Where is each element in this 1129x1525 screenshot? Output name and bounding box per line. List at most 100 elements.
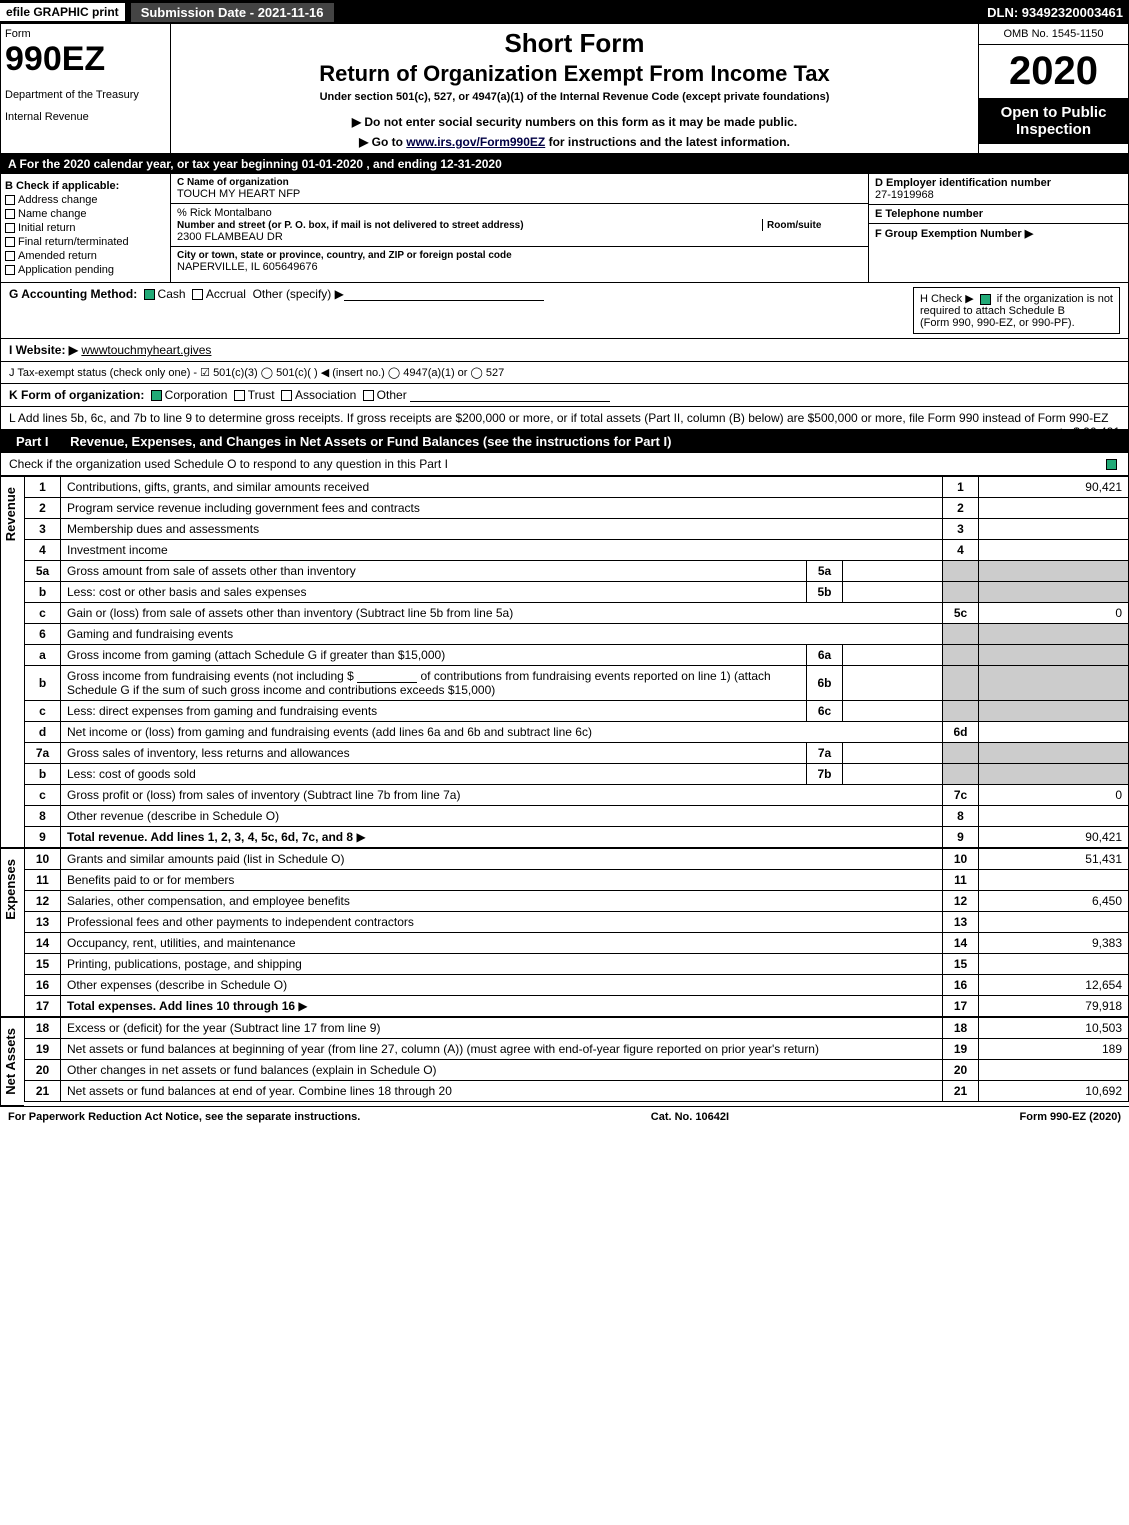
table-row: 12Salaries, other compensation, and empl…: [25, 891, 1129, 912]
title-return: Return of Organization Exempt From Incom…: [181, 61, 968, 87]
lbl-initial-return: Initial return: [18, 222, 75, 234]
part1-header: Part I Revenue, Expenses, and Changes in…: [0, 430, 1129, 453]
dept-treasury: Department of the Treasury: [5, 89, 166, 101]
form-number: 990EZ: [5, 40, 166, 79]
h-pre: H Check ▶: [920, 293, 977, 305]
h-line3: (Form 990, 990-EZ, or 990-PF).: [920, 317, 1075, 329]
dept-irs: Internal Revenue: [5, 111, 166, 123]
chk-other-org[interactable]: [363, 390, 374, 401]
expenses-label: Expenses: [1, 849, 20, 930]
table-row: 15Printing, publications, postage, and s…: [25, 954, 1129, 975]
lbl-corporation: Corporation: [165, 388, 228, 402]
table-row: 9Total revenue. Add lines 1, 2, 3, 4, 5c…: [25, 827, 1129, 848]
chk-application-pending[interactable]: [5, 265, 15, 275]
line-i: I Website: ▶ wwwtouchmyheart.gives: [0, 339, 1129, 362]
f-label: F Group Exemption Number ▶: [875, 228, 1033, 240]
chk-schedule-o[interactable]: [1106, 459, 1117, 470]
chk-corporation[interactable]: [151, 390, 162, 401]
note-ssn: ▶ Do not enter social security numbers o…: [181, 115, 968, 129]
ein-value: 27-1919968: [875, 189, 1122, 201]
city-label: City or town, state or province, country…: [177, 250, 862, 261]
chk-initial-return[interactable]: [5, 223, 15, 233]
expenses-vlabel: Expenses: [0, 848, 24, 1017]
table-row: 3Membership dues and assessments3: [25, 519, 1129, 540]
box-b-title: B Check if applicable:: [5, 180, 119, 192]
dln-label: DLN: 93492320003461: [987, 5, 1129, 20]
note2-pre: ▶ Go to: [359, 135, 406, 149]
lbl-other-specify: Other (specify) ▶: [253, 287, 344, 301]
table-row: aGross income from gaming (attach Schedu…: [25, 645, 1129, 666]
table-row: 7aGross sales of inventory, less returns…: [25, 743, 1129, 764]
chk-name-change[interactable]: [5, 209, 15, 219]
chk-h[interactable]: [980, 294, 991, 305]
footer-right: Form 990-EZ (2020): [1020, 1111, 1121, 1123]
table-row: 14Occupancy, rent, utilities, and mainte…: [25, 933, 1129, 954]
i-label: I Website: ▶: [9, 343, 78, 357]
table-row: 8Other revenue (describe in Schedule O)8: [25, 806, 1129, 827]
lbl-accrual: Accrual: [206, 287, 246, 301]
lbl-address-change: Address change: [18, 194, 98, 206]
box-def: D Employer identification number 27-1919…: [868, 174, 1128, 282]
table-row: cLess: direct expenses from gaming and f…: [25, 701, 1129, 722]
revenue-vlabel: Revenue: [0, 476, 24, 848]
org-name: TOUCH MY HEART NFP: [177, 188, 862, 200]
care-of: % Rick Montalbano: [177, 207, 862, 219]
other-org-input[interactable]: [410, 388, 610, 402]
city-state-zip: NAPERVILLE, IL 605649676: [177, 261, 862, 273]
chk-trust[interactable]: [234, 390, 245, 401]
street-label: Number and street (or P. O. box, if mail…: [177, 220, 524, 231]
table-row: 10Grants and similar amounts paid (list …: [25, 849, 1129, 870]
table-row: 13Professional fees and other payments t…: [25, 912, 1129, 933]
part1-sub: Check if the organization used Schedule …: [0, 453, 1129, 476]
irs-link[interactable]: www.irs.gov/Form990EZ: [406, 135, 545, 149]
e-label: E Telephone number: [875, 208, 983, 220]
chk-cash[interactable]: [144, 289, 155, 300]
table-row: 18Excess or (deficit) for the year (Subt…: [25, 1018, 1129, 1039]
part1-title: Revenue, Expenses, and Changes in Net As…: [70, 434, 671, 449]
revenue-label: Revenue: [1, 477, 20, 551]
line-k: K Form of organization: Corporation Trus…: [0, 384, 1129, 407]
website-value[interactable]: wwwtouchmyheart.gives: [81, 343, 211, 357]
form-label: Form: [5, 28, 166, 40]
efile-label[interactable]: efile GRAPHIC print: [0, 3, 125, 21]
box-c: C Name of organization TOUCH MY HEART NF…: [171, 174, 868, 282]
table-row: 6Gaming and fundraising events: [25, 624, 1129, 645]
chk-association[interactable]: [281, 390, 292, 401]
netassets-vlabel: Net Assets: [0, 1017, 24, 1106]
k-label: K Form of organization:: [9, 388, 144, 402]
expenses-table: 10Grants and similar amounts paid (list …: [24, 848, 1129, 1017]
part1-label: Part I: [8, 432, 57, 451]
lbl-final-return: Final return/terminated: [18, 236, 129, 248]
table-row: 2Program service revenue including gover…: [25, 498, 1129, 519]
table-row: 1Contributions, gifts, grants, and simil…: [25, 477, 1129, 498]
table-row: 11Benefits paid to or for members11: [25, 870, 1129, 891]
6b-amount-input[interactable]: [357, 669, 417, 683]
header-center: Short Form Return of Organization Exempt…: [171, 24, 978, 153]
h-box: H Check ▶ if the organization is not req…: [913, 287, 1120, 334]
chk-address-change[interactable]: [5, 195, 15, 205]
lbl-application-pending: Application pending: [18, 264, 114, 276]
table-row: 4Investment income4: [25, 540, 1129, 561]
chk-final-return[interactable]: [5, 237, 15, 247]
omb-number: OMB No. 1545-1150: [979, 24, 1128, 45]
street-address: 2300 FLAMBEAU DR: [177, 231, 862, 243]
submission-date: Submission Date - 2021-11-16: [131, 3, 334, 22]
table-row: 16Other expenses (describe in Schedule O…: [25, 975, 1129, 996]
lbl-other-org: Other: [377, 388, 407, 402]
other-specify-input[interactable]: [344, 287, 544, 301]
d-label: D Employer identification number: [875, 177, 1051, 189]
info-block: B Check if applicable: Address change Na…: [0, 174, 1129, 283]
chk-accrual[interactable]: [192, 289, 203, 300]
table-row: cGain or (loss) from sale of assets othe…: [25, 603, 1129, 624]
lbl-name-change: Name change: [18, 208, 87, 220]
table-row: dNet income or (loss) from gaming and fu…: [25, 722, 1129, 743]
header-left: Form 990EZ Department of the Treasury In…: [1, 24, 171, 153]
c-name-label: C Name of organization: [177, 177, 862, 188]
footer-left: For Paperwork Reduction Act Notice, see …: [8, 1111, 360, 1123]
expenses-section: Expenses 10Grants and similar amounts pa…: [0, 848, 1129, 1017]
revenue-table: 1Contributions, gifts, grants, and simil…: [24, 476, 1129, 848]
l-amount: ▶ $ 90,421: [1061, 425, 1120, 439]
table-row: 21Net assets or fund balances at end of …: [25, 1081, 1129, 1102]
table-row: bLess: cost or other basis and sales exp…: [25, 582, 1129, 603]
chk-amended-return[interactable]: [5, 251, 15, 261]
